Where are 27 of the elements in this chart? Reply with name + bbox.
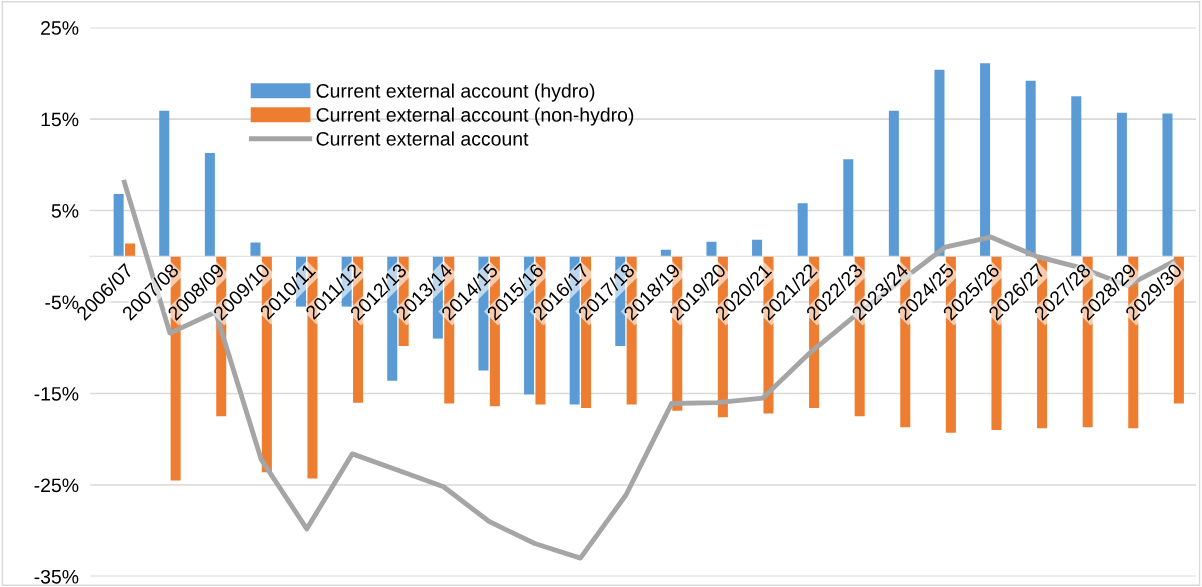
- bar: [1025, 80, 1036, 257]
- y-tick-label: 15%: [41, 112, 79, 127]
- bar: [250, 242, 261, 257]
- bar: [752, 239, 763, 257]
- bar: [1162, 113, 1173, 257]
- legend-label: Current external account (hydro): [316, 83, 595, 102]
- y-tick-label: 5%: [51, 204, 79, 218]
- y-tick-label: -15%: [34, 387, 79, 401]
- bar: [1071, 96, 1082, 257]
- y-tick-label: 25%: [41, 21, 79, 35]
- y-tick-label: -5%: [45, 295, 79, 310]
- bar: [934, 69, 945, 257]
- bar: [1116, 112, 1127, 257]
- bar: [204, 152, 215, 257]
- bar: [980, 63, 991, 257]
- bar: [843, 159, 854, 257]
- bar: [159, 110, 170, 257]
- legend-label: Current external account (non-hydro): [316, 107, 634, 126]
- bar: [888, 110, 899, 257]
- bar: [125, 243, 136, 257]
- bar: [797, 203, 808, 257]
- y-tick-label: -25%: [34, 478, 79, 493]
- bar: [113, 194, 124, 257]
- bar: [706, 241, 717, 257]
- bar: [660, 249, 671, 257]
- y-tick-label: -35%: [34, 569, 79, 584]
- legend-label: Current external account: [316, 131, 529, 146]
